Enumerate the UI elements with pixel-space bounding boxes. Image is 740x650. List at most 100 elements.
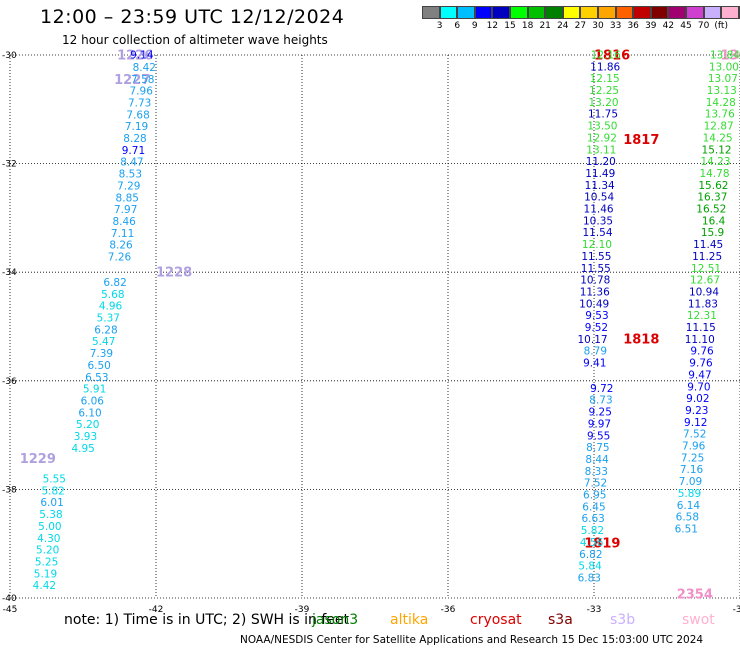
wave-height-value: 7.11 [111, 228, 134, 240]
pass-id-label: 1817 [623, 133, 659, 148]
wave-height-value: 12.87 [704, 121, 734, 133]
x-tick-label: -30 [733, 605, 740, 615]
colorbar-swatch [597, 6, 616, 19]
wave-height-value: 6.82 [103, 277, 126, 289]
colorbar-swatch [580, 6, 598, 19]
wave-height-value: 13.13 [707, 85, 737, 97]
wave-height-value: 8.73 [589, 395, 612, 407]
colorbar-swatch [492, 6, 510, 19]
wave-height-value: 5.19 [34, 568, 57, 580]
colorbar-swatch [545, 6, 563, 19]
colorbar-label: 21 [539, 21, 551, 31]
wave-height-value: 16.37 [697, 192, 727, 204]
y-tick-label: -40 [2, 594, 17, 604]
wave-height-value: 6.45 [582, 501, 605, 513]
wave-height-value: 6.06 [81, 395, 105, 407]
wave-height-value: 5.20 [36, 545, 59, 557]
wave-height-value: 11.86 [590, 61, 620, 73]
wave-height-value: 8.28 [123, 133, 146, 145]
wave-height-value: 9.25 [589, 407, 612, 419]
wave-height-value: 5.25 [35, 556, 58, 568]
wave-height-value: 8.85 [116, 192, 139, 204]
wave-height-value: 15.9 [701, 227, 724, 239]
pass-id-label: 1819 [584, 537, 620, 552]
colorbar-label: 70 [697, 21, 710, 31]
colorbar-swatch [509, 6, 528, 19]
wave-height-value: 8.33 [585, 466, 608, 478]
wave-height-value: 8.75 [586, 442, 609, 454]
wave-height-value: 7.39 [90, 348, 113, 360]
wave-height-value: 10.78 [580, 275, 610, 287]
wave-height-value: 9.70 [687, 381, 710, 393]
wave-height-value: 9.72 [590, 383, 613, 395]
wave-height-value: 5.82 [41, 485, 64, 497]
x-tick-label: -33 [587, 605, 602, 615]
legend-entry-swot: swot [682, 612, 715, 628]
wave-height-value: 12.67 [690, 275, 720, 287]
wave-height-value: 8.47 [120, 157, 143, 169]
colorbar-swatch [738, 6, 740, 19]
wave-height-value: 9.55 [587, 430, 610, 442]
legend-entry-s3b: s3b [610, 612, 636, 628]
wave-height-value: 5.20 [76, 419, 99, 431]
colorbar-swatch [439, 6, 458, 19]
wave-height-value: 7.68 [126, 109, 149, 121]
wave-height-value: 9.47 [688, 369, 711, 381]
credit-line: NOAA/NESDIS Center for Satellite Applica… [240, 634, 704, 646]
wave-height-value: 11.49 [585, 168, 615, 180]
wave-height-value: 9.76 [690, 346, 714, 358]
wave-height-value: 7.96 [130, 86, 154, 98]
wave-height-value: 7.09 [679, 476, 702, 488]
wave-height-value: 12.51 [691, 263, 721, 275]
legend-entry-jason3: jason3 [312, 612, 359, 628]
colorbar-label: 12 [486, 21, 499, 31]
colorbar-label: 42 [662, 21, 675, 31]
wave-height-value: 5.55 [43, 474, 66, 486]
wave-height-value: 5.00 [38, 521, 61, 533]
wave-height-value: 5.91 [83, 384, 106, 396]
colorbar-swatch [615, 6, 634, 19]
y-tick-label: -34 [2, 268, 17, 278]
y-tick-label: -38 [2, 485, 17, 495]
y-tick-label: -32 [2, 160, 17, 170]
pass-id-label: 1300 [721, 48, 740, 63]
wave-height-value: 6.83 [578, 572, 601, 584]
wave-height-value: 12.25 [589, 85, 619, 97]
wave-height-value: 8.44 [585, 454, 609, 466]
colorbar-swatch [457, 6, 475, 19]
legend-entry-s3a: s3a [548, 612, 573, 628]
pass-id-label: 1226 [117, 48, 153, 63]
wave-height-value: 16.52 [696, 204, 726, 216]
colorbar-swatch [422, 6, 440, 19]
legend-entry-cryosat: cryosat [470, 612, 522, 628]
wave-height-value: 12.92 [587, 132, 617, 144]
wave-height-value: 5.68 [101, 289, 124, 301]
wave-height-value: 7.73 [128, 97, 151, 109]
wave-height-value: 11.55 [581, 251, 611, 263]
wave-height-value: 9.76 [689, 358, 713, 370]
wave-height-value: 7.97 [114, 204, 137, 216]
colorbar-swatch [474, 6, 493, 19]
wave-height-value: 13.50 [587, 121, 617, 133]
wave-height-value: 11.20 [586, 156, 616, 168]
wave-height-value: 12.15 [590, 73, 620, 85]
wave-height-value: 15.62 [698, 180, 728, 192]
wave-height-value: 14.23 [700, 156, 730, 168]
colorbar-label: 30 [592, 21, 604, 31]
wave-height-value: 7.52 [584, 478, 607, 490]
wave-height-value: 14.28 [706, 97, 736, 109]
colorbar-label: 6 [454, 21, 461, 31]
pass-id-label: 1818 [623, 332, 659, 347]
wave-height-value: 7.26 [108, 252, 132, 264]
wave-height-value: 10.35 [583, 215, 613, 227]
x-tick-label: -36 [441, 605, 456, 615]
wave-height-value: 10.17 [578, 334, 608, 346]
wave-height-value: 8.42 [133, 62, 156, 74]
wave-height-value: 13.76 [705, 109, 735, 121]
x-tick-label: -45 [3, 605, 18, 615]
colorbar-swatch [668, 6, 686, 19]
wave-height-value: 7.58 [131, 74, 154, 86]
pass-id-label: 1229 [20, 452, 56, 467]
wave-height-value: 11.46 [584, 204, 614, 216]
colorbar-label: 24 [557, 21, 569, 31]
